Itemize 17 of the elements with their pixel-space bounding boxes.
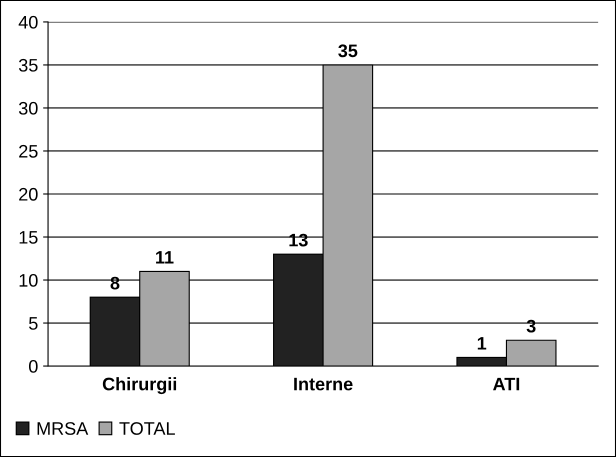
y-tick-label: 5: [29, 317, 38, 330]
y-tick-label: 0: [28, 360, 38, 373]
x-tick-label: Interne: [294, 378, 353, 390]
y-tick-label: 10: [20, 274, 38, 287]
data-label: 11: [156, 251, 174, 264]
y-tick-label: 35: [18, 58, 38, 72]
y-tick-label: 30: [18, 102, 38, 115]
legend-label: MRSA: [38, 422, 88, 435]
data-label: 1: [478, 337, 486, 350]
data-label: 35: [338, 44, 358, 58]
y-tick-label: 25: [19, 144, 38, 158]
x-tick-label: ATI: [493, 378, 520, 390]
y-tick-label: 15: [20, 231, 38, 244]
y-tick-label: 20: [19, 188, 38, 201]
x-tick-label: Chirurgii: [102, 377, 176, 394]
legend-label: TOTAL: [119, 422, 175, 435]
y-tick-label: 40: [18, 16, 38, 29]
